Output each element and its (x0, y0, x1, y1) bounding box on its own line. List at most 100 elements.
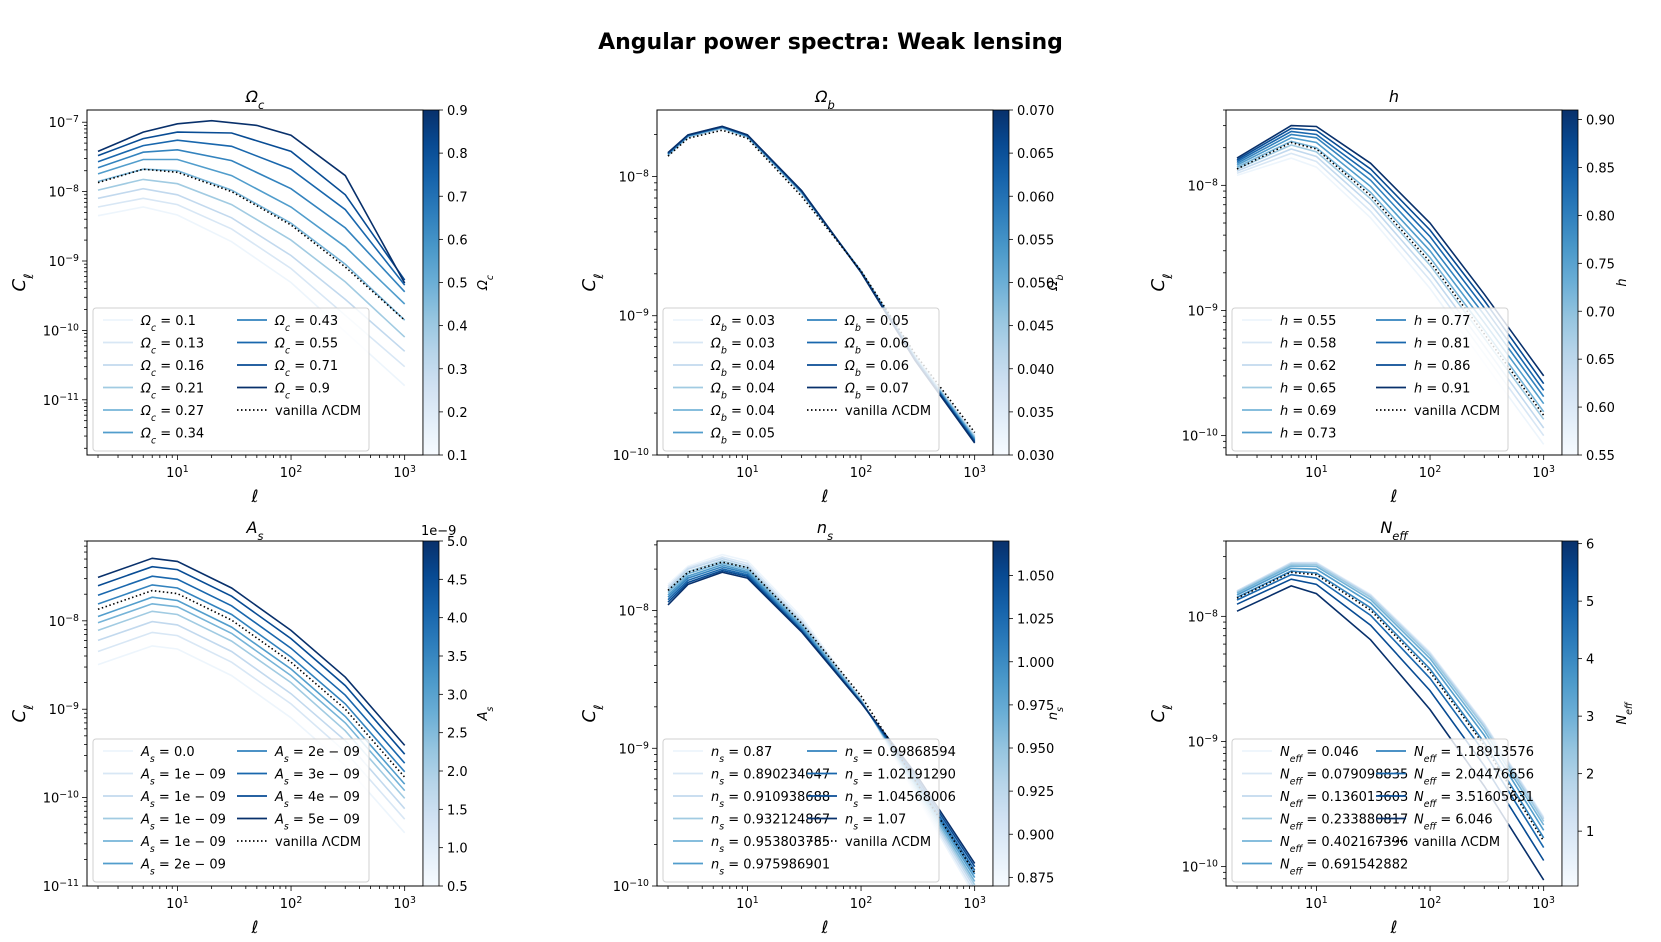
legend-label: As = 4e − 09 (274, 790, 360, 810)
colorbar-tick-label: 0.1 (447, 449, 468, 464)
series-line (97, 602, 406, 792)
colorbar-tick-label: 4.0 (447, 612, 468, 627)
y-axis-label: Cℓ (9, 274, 37, 292)
series-line (97, 158, 406, 305)
legend-label: Neff = 1.18913576 (1414, 745, 1534, 765)
x-tick-label: 103 (1532, 464, 1555, 482)
y-tick-label: 10−9 (1188, 302, 1218, 320)
legend-label: Neff = 0.136013603 (1280, 790, 1408, 810)
x-axis-label: ℓ (820, 918, 828, 938)
series-line (1236, 124, 1545, 377)
colorbar-tick-label: 2.0 (447, 765, 468, 780)
figure-title: Angular power spectra: Weak lensing (598, 30, 1063, 55)
panel-Oc: Ωc 101 102 103 ℓ 10−11 10−10 10−9 10−8 10−7 Cℓ Ωc =… (9, 87, 496, 507)
y-axis-label: Cℓ (1148, 705, 1176, 723)
legend-label: ns = 0.975986901 (711, 858, 830, 878)
legend-label: Ωb = 0.03 (710, 314, 775, 334)
colorbar-tick-label: 0.3 (447, 363, 468, 378)
colorbar-tick-label: 1.050 (1017, 570, 1054, 585)
y-tick-label: 10−10 (1182, 427, 1218, 445)
series-line (97, 557, 406, 746)
colorbar-tick-label: 4 (1586, 653, 1594, 668)
x-tick-label: 102 (1419, 895, 1442, 913)
series-line (1236, 565, 1545, 826)
series-line (1236, 127, 1545, 385)
legend-label: As = 1e − 09 (140, 768, 226, 788)
legend-label: As = 2e − 09 (274, 745, 360, 765)
series-line (1236, 562, 1545, 820)
colorbar-label: As (476, 706, 496, 721)
series-line (97, 575, 406, 764)
colorbar-label: ns (1046, 707, 1066, 720)
legend-label: Ωc = 0.34 (140, 427, 204, 447)
colorbar-tick-label: 0.045 (1017, 320, 1054, 335)
y-tick-label: 10−9 (1188, 733, 1218, 751)
x-axis-label: ℓ (820, 487, 828, 507)
vanilla-line (667, 129, 976, 433)
legend-label: vanilla ΛCDM (1414, 404, 1500, 419)
legend-label: Neff = 0.402167396 (1280, 835, 1408, 855)
x-tick-label: 101 (1305, 464, 1328, 482)
y-axis-label: Cℓ (579, 274, 607, 292)
x-tick-label: 102 (280, 464, 303, 482)
colorbar: 0.5 1.0 1.5 2.0 2.5 3.0 3.5 4.0 4.5 5.01e−9 As (421, 524, 496, 895)
x-tick-label: 103 (1532, 895, 1555, 913)
legend-box (662, 307, 940, 452)
colorbar-tick-label: 0.070 (1017, 104, 1054, 119)
legend-label: Ωc = 0.21 (140, 382, 204, 402)
colorbar-bar (992, 109, 1010, 456)
colorbar-tick-label: 0.70 (1586, 305, 1615, 320)
legend-label: Ωc = 0.55 (274, 337, 338, 357)
colorbar-tick-label: 0.055 (1017, 233, 1054, 248)
legend-label: Ωb = 0.04 (710, 382, 775, 402)
y-tick-label: 10−10 (43, 789, 79, 807)
series-line (1236, 567, 1545, 831)
legend-label: As = 3e − 09 (274, 768, 360, 788)
y-tick-label: 10−8 (49, 183, 79, 201)
colorbar-tick-label: 3 (1586, 710, 1594, 725)
colorbar-tick-label: 2.5 (447, 727, 468, 742)
colorbar-tick-label: 3.0 (447, 688, 468, 703)
y-axis-label: Cℓ (1148, 274, 1176, 292)
colorbar-tick-label: 0.035 (1017, 406, 1054, 421)
colorbar-tick-label: 1.0 (447, 842, 468, 857)
y-tick-label: 10−8 (1188, 608, 1218, 626)
y-tick-label: 10−10 (613, 447, 649, 465)
legend-box (92, 738, 370, 883)
x-axis-label: ℓ (250, 487, 258, 507)
colorbar-tick-label: 0.9 (447, 104, 468, 119)
legend-label: Neff = 0.079098835 (1280, 768, 1408, 788)
colorbar-tick-label: 0.60 (1586, 401, 1615, 416)
panel-title: h (1389, 87, 1399, 106)
colorbar: 1 2 3 4 5 6 Neff (1561, 538, 1635, 887)
colorbar-offset: 1e−9 (421, 524, 456, 539)
colorbar-tick-label: 5.0 (447, 535, 468, 550)
y-tick-label: 10−9 (619, 740, 649, 758)
y-tick-label: 10−7 (49, 114, 79, 132)
series-line (1236, 563, 1545, 822)
colorbar: 0.875 0.900 0.925 0.950 0.975 1.000 1.025 1.050… (992, 540, 1066, 887)
y-tick-label: 10−9 (49, 252, 79, 270)
legend-label: ns = 0.953803785 (711, 835, 830, 855)
legend-label: Ωc = 0.16 (140, 359, 204, 379)
series-group (97, 119, 406, 387)
legend-label: h = 0.77 (1414, 314, 1470, 329)
colorbar-tick-label: 0.6 (447, 233, 468, 248)
legend-label: Ωc = 0.71 (274, 359, 338, 379)
legend-label: vanilla ΛCDM (275, 835, 361, 850)
legend-label: h = 0.69 (1280, 404, 1336, 419)
x-tick-label: 101 (1305, 895, 1328, 913)
legend-label: As = 0.0 (140, 745, 195, 765)
legend-label: h = 0.91 (1414, 382, 1470, 397)
legend-label: vanilla ΛCDM (845, 404, 931, 419)
colorbar-tick-label: 0.065 (1017, 147, 1054, 162)
colorbar-tick-label: 0.975 (1017, 699, 1054, 714)
x-tick-label: 101 (166, 895, 189, 913)
legend-label: h = 0.81 (1414, 337, 1470, 352)
series-line (97, 187, 406, 352)
series-line (97, 565, 406, 755)
x-tick-label: 101 (166, 464, 189, 482)
colorbar-tick-label: 1.5 (447, 803, 468, 818)
